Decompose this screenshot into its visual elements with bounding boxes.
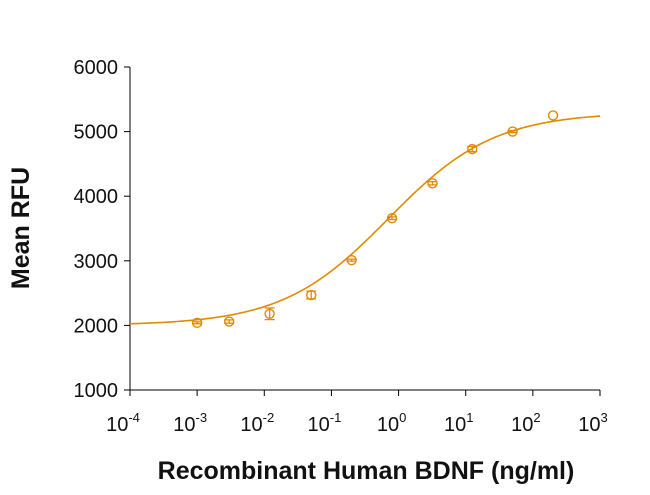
- x-tick-exponent: -3: [195, 410, 207, 425]
- data-point: [223, 316, 235, 327]
- point-marker: [507, 126, 518, 137]
- x-tick-label: 101: [444, 410, 473, 436]
- x-tick-base: 10: [578, 414, 600, 436]
- data-point: [547, 110, 559, 121]
- data-points: [191, 110, 559, 329]
- data-point: [306, 289, 317, 301]
- point-marker: [264, 308, 275, 319]
- data-point: [264, 307, 275, 321]
- axes: [129, 67, 600, 391]
- x-tick-exponent: 3: [601, 410, 608, 425]
- y-tick-label: 1000: [74, 380, 119, 402]
- data-point: [191, 317, 203, 329]
- y-tick-label: 5000: [74, 122, 119, 144]
- x-tick-label: 10-1: [308, 410, 342, 436]
- x-tick-label: 100: [377, 410, 406, 436]
- y-tick-label: 6000: [74, 57, 119, 79]
- point-marker: [346, 254, 357, 266]
- tick-marks: [124, 66, 601, 396]
- x-tick-exponent: 0: [399, 410, 406, 425]
- x-tick-exponent: 2: [533, 410, 540, 425]
- point-marker: [386, 212, 398, 224]
- point-marker: [191, 317, 203, 329]
- x-tick-label: 102: [511, 410, 540, 436]
- x-tick-exponent: -2: [263, 410, 275, 425]
- fit-curve: [129, 115, 601, 325]
- x-tick-label: 103: [578, 410, 607, 436]
- x-tick-base: 10: [173, 414, 195, 436]
- x-tick-base: 10: [308, 414, 330, 436]
- y-tick-label: 2000: [74, 315, 119, 337]
- y-axis-title: Mean RFU: [7, 167, 35, 289]
- data-point: [386, 212, 398, 224]
- x-tick-base: 10: [240, 414, 262, 436]
- point-marker: [223, 316, 235, 327]
- x-tick-base: 10: [106, 414, 128, 436]
- point-marker: [547, 110, 559, 121]
- x-tick-exponent: -1: [330, 410, 342, 425]
- x-tick-exponent: -4: [128, 410, 140, 425]
- point-marker: [306, 289, 317, 301]
- data-point: [467, 143, 478, 155]
- data-point: [427, 178, 438, 189]
- y-tick-label: 4000: [74, 186, 119, 208]
- x-tick-label: 10-3: [173, 410, 207, 436]
- x-tick-base: 10: [444, 414, 466, 436]
- point-marker: [427, 178, 438, 189]
- y-tick-label: 3000: [74, 251, 119, 273]
- x-axis-title: Recombinant Human BDNF (ng/ml): [158, 457, 575, 485]
- data-point: [346, 254, 357, 266]
- x-tick-base: 10: [377, 414, 399, 436]
- x-tick-label: 10-4: [106, 410, 140, 436]
- x-tick-exponent: 1: [466, 410, 473, 425]
- data-point: [507, 126, 518, 137]
- point-marker: [467, 143, 478, 155]
- x-tick-label: 10-2: [240, 410, 274, 436]
- x-tick-base: 10: [511, 414, 533, 436]
